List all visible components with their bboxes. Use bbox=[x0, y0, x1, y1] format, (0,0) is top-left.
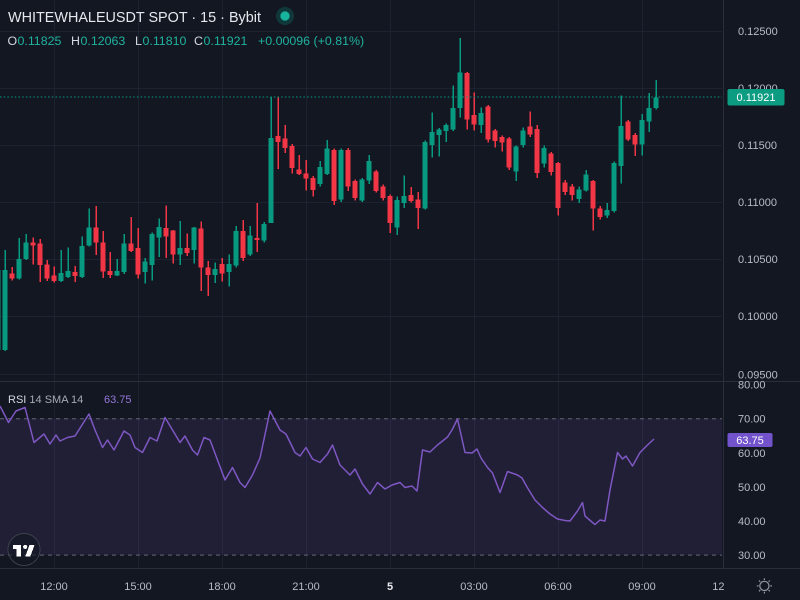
svg-text:0.11000: 0.11000 bbox=[738, 197, 777, 209]
svg-text:18:00: 18:00 bbox=[208, 581, 236, 593]
svg-text:12:00: 12:00 bbox=[712, 581, 740, 593]
svg-text:0.10000: 0.10000 bbox=[738, 311, 778, 323]
svg-text:21:00: 21:00 bbox=[292, 581, 320, 593]
svg-text:70.00: 70.00 bbox=[738, 414, 766, 426]
svg-text:63.75: 63.75 bbox=[736, 435, 764, 447]
svg-text:30.00: 30.00 bbox=[738, 550, 766, 562]
svg-text:12:00: 12:00 bbox=[40, 581, 68, 593]
svg-text:60.00: 60.00 bbox=[738, 448, 766, 460]
svg-text:0.12500: 0.12500 bbox=[738, 26, 778, 38]
svg-text:WHITEWHALEUSDT SPOT · 15 · Byb: WHITEWHALEUSDT SPOT · 15 · Bybit bbox=[8, 10, 261, 26]
svg-text:5: 5 bbox=[387, 581, 393, 593]
svg-text:0.11500: 0.11500 bbox=[738, 140, 777, 152]
svg-text:15:00: 15:00 bbox=[124, 581, 152, 593]
svg-text:80.00: 80.00 bbox=[738, 380, 766, 392]
svg-text:40.00: 40.00 bbox=[738, 516, 766, 528]
svg-text:50.00: 50.00 bbox=[738, 482, 766, 494]
svg-text:0.11921: 0.11921 bbox=[737, 92, 776, 104]
svg-text:06:00: 06:00 bbox=[544, 581, 572, 593]
svg-text:0.09500: 0.09500 bbox=[738, 370, 778, 382]
svg-text:09:00: 09:00 bbox=[628, 581, 656, 593]
svg-text:03:00: 03:00 bbox=[460, 581, 488, 593]
svg-text:0.10500: 0.10500 bbox=[738, 254, 778, 266]
